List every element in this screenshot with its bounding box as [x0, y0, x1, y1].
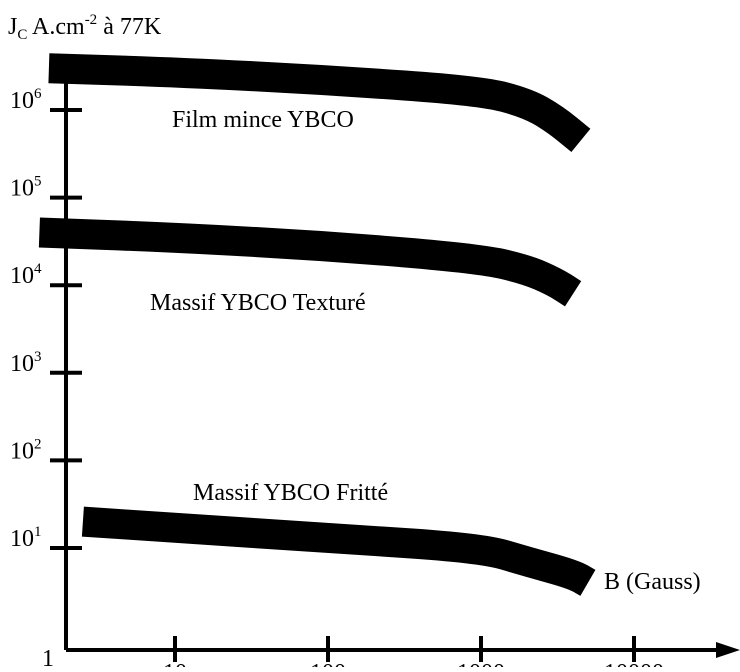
x-axis-arrow [716, 642, 740, 658]
origin-label: 1 [42, 646, 54, 667]
x-tick-label: 100 [310, 660, 346, 667]
series-massif-fritte [81, 506, 596, 596]
series-massif-texture [38, 217, 582, 307]
y-tick-label: 103 [10, 349, 42, 377]
series-layer [38, 53, 596, 596]
x-tick-label: 10 [163, 660, 187, 667]
series-label-fritte: Massif YBCO Fritté [193, 480, 388, 506]
y-tick-label: 102 [10, 436, 42, 464]
x-tick-label: 1000 [457, 660, 505, 667]
series-label-texture: Massif YBCO Texturé [150, 290, 366, 316]
y-axis-ticks: 101 102 103 104 105 106 [10, 86, 82, 552]
y-tick-label: 105 [10, 174, 42, 202]
x-axis-label: B (Gauss) [604, 569, 701, 595]
y-tick-label: 101 [10, 524, 42, 552]
y-tick-label: 104 [10, 261, 42, 289]
y-axis-label: JC A.cm-2 à 77K [8, 12, 162, 43]
series-label-film: Film mince YBCO [172, 107, 354, 133]
x-tick-label: 10000 [604, 660, 664, 667]
y-tick-label: 106 [10, 86, 42, 114]
series-film-mince [48, 53, 591, 152]
